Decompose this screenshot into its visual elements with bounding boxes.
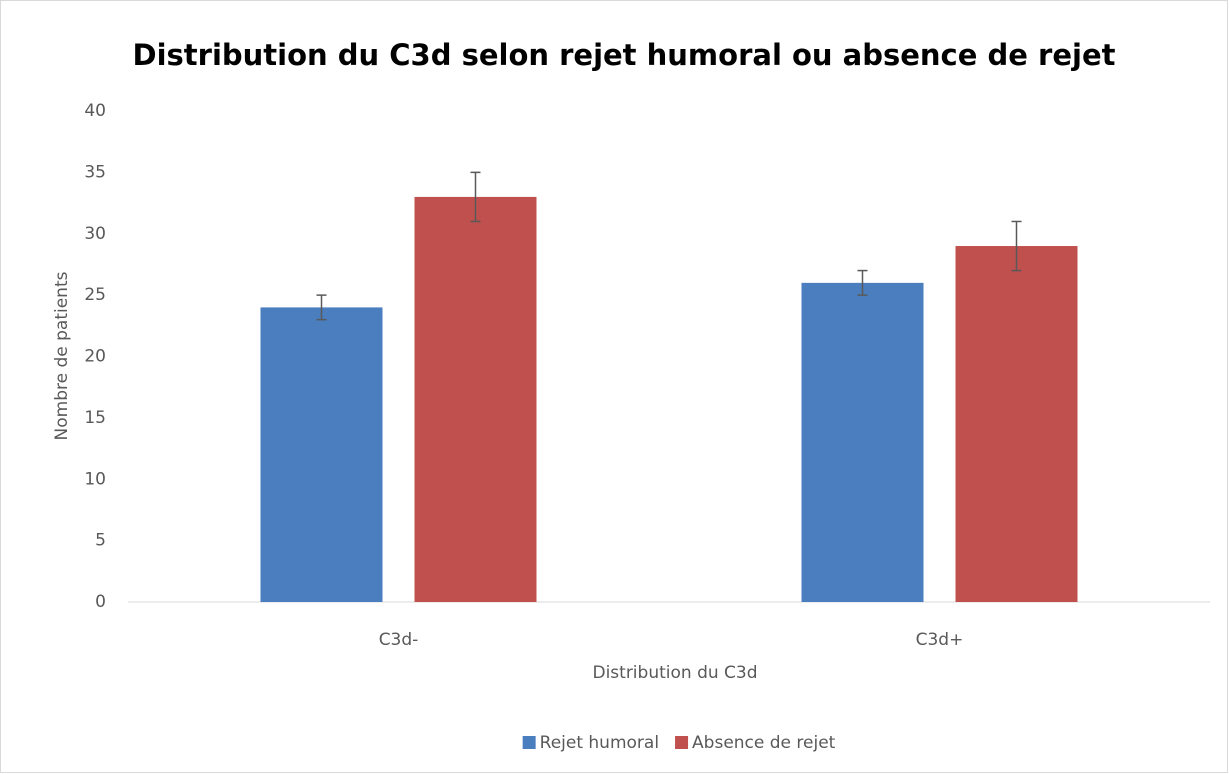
y-tick-label: 0	[95, 592, 106, 612]
error-bar	[1011, 220, 1022, 272]
x-tick-label: C3d+	[916, 630, 964, 650]
legend-swatch	[675, 736, 689, 749]
y-tick-label: 10	[84, 469, 106, 489]
chart-title: Distribution du C3d selon rejet humoral …	[133, 38, 1116, 72]
x-axis-label: Distribution du C3d	[592, 663, 757, 683]
y-tick-label: 5	[95, 531, 106, 551]
x-tick-label: C3d-	[379, 630, 419, 650]
error-bar	[857, 269, 868, 296]
legend-label: Absence de rejet	[692, 733, 836, 753]
error-bar	[316, 294, 327, 321]
legend-label: Rejet humoral	[540, 733, 659, 753]
error-bar	[470, 171, 481, 223]
y-axis-label: Nombre de patients	[52, 271, 72, 440]
y-tick-label: 20	[84, 347, 106, 367]
bar	[260, 307, 383, 602]
legend-swatch	[522, 736, 536, 749]
y-tick-label: 15	[84, 408, 106, 428]
y-tick-label: 35	[84, 162, 106, 182]
y-tick-label: 40	[84, 101, 106, 121]
bar	[801, 282, 924, 602]
y-tick-label: 30	[84, 224, 106, 244]
y-tick-label: 25	[84, 285, 106, 305]
bar	[955, 246, 1078, 602]
bar	[414, 196, 537, 603]
